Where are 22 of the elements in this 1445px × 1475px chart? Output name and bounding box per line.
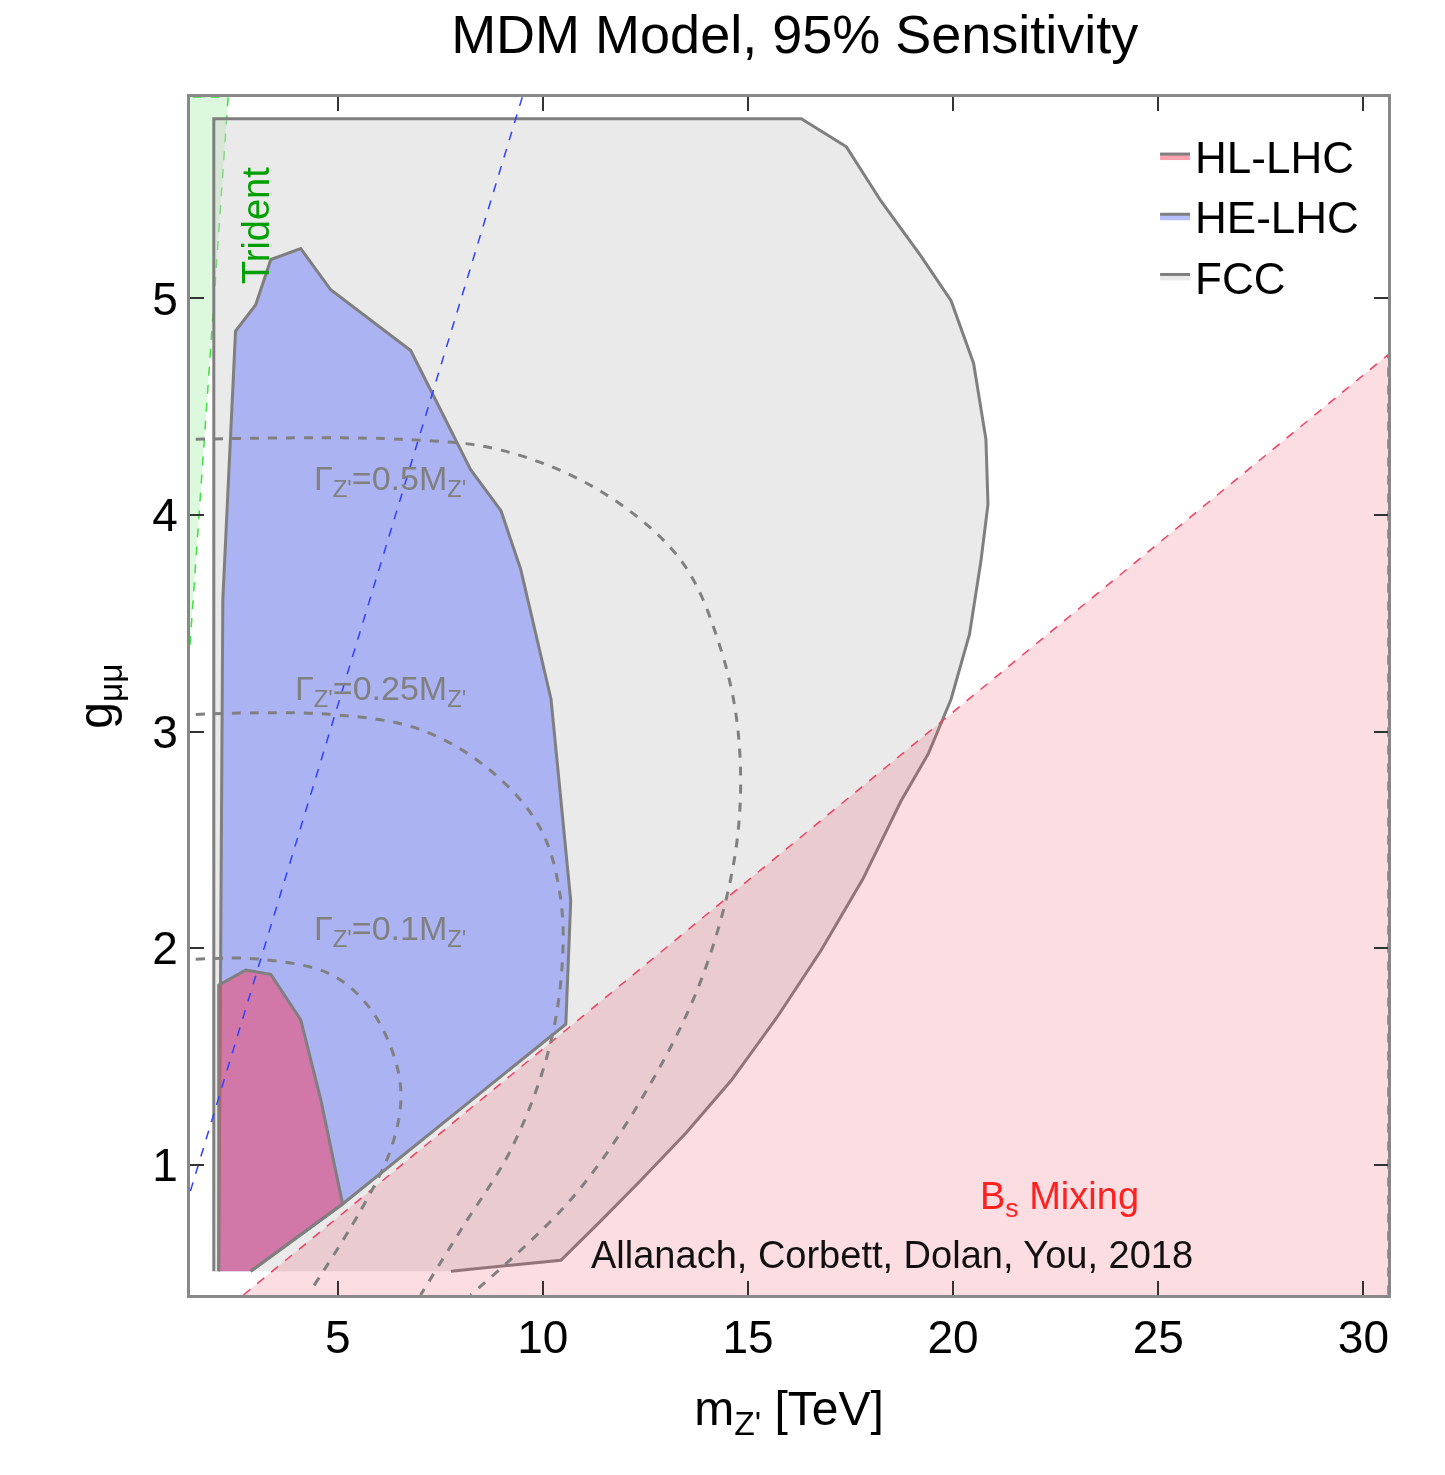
legend-label: HE-LHC	[1195, 193, 1359, 243]
y-tick-label: 5	[152, 272, 178, 325]
x-tick-label: 25	[1132, 1311, 1184, 1364]
legend-label: HL-LHC	[1195, 133, 1354, 183]
annotation: Γ$_{Z'}$=0.25M$_{Z'}$	[295, 669, 467, 713]
y-tick-label: 2	[152, 922, 178, 975]
x-tick-label: 30	[1337, 1311, 1389, 1364]
x-tick-label: 10	[517, 1311, 569, 1364]
y-tick-label: 3	[152, 705, 178, 758]
annotation: Trident	[234, 166, 277, 285]
annotation: Γ$_{Z'}$=0.1M$_{Z'}$	[314, 909, 467, 953]
legend-label: FCC	[1195, 253, 1286, 303]
chart-title: MDM Model, 95% Sensitivity	[451, 3, 1139, 64]
annotation: Γ$_{Z'}$=0.5M$_{Z'}$	[314, 459, 467, 503]
y-tick-label: 4	[152, 489, 178, 542]
x-tick-label: 15	[722, 1311, 774, 1364]
x-tick-label: 5	[324, 1311, 351, 1364]
annotation: B$_{s}$ Mixing	[980, 1175, 1140, 1223]
y-tick-label: 1	[152, 1139, 178, 1192]
x-axis-title: m$_{Z'}$ [TeV]	[694, 1382, 884, 1443]
annotation: Allanach, Corbett, Dolan, You, 2018	[591, 1234, 1194, 1276]
x-tick-label: 20	[927, 1311, 979, 1364]
